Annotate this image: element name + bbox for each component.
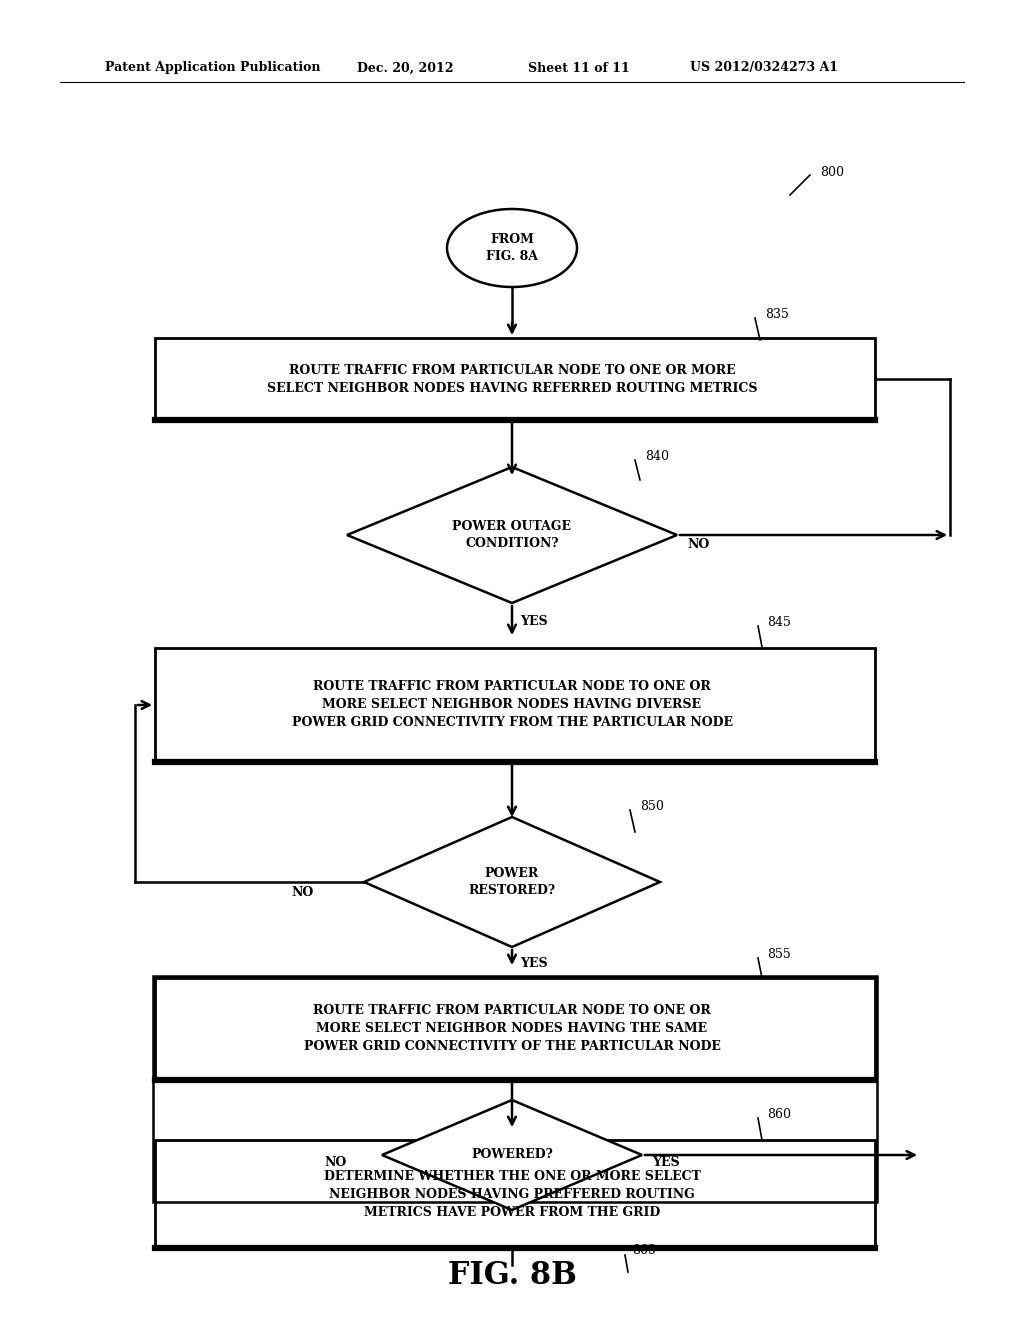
Text: 845: 845 bbox=[767, 615, 791, 628]
Text: YES: YES bbox=[520, 615, 548, 628]
Text: DETERMINE WHETHER THE ONE OR MORE SELECT
NEIGHBOR NODES HAVING PREFFERED ROUTING: DETERMINE WHETHER THE ONE OR MORE SELECT… bbox=[324, 1170, 700, 1218]
Text: Dec. 20, 2012: Dec. 20, 2012 bbox=[357, 62, 454, 74]
Text: ROUTE TRAFFIC FROM PARTICULAR NODE TO ONE OR
MORE SELECT NEIGHBOR NODES HAVING D: ROUTE TRAFFIC FROM PARTICULAR NODE TO ON… bbox=[292, 681, 732, 730]
Bar bbox=[155, 338, 874, 420]
Text: 835: 835 bbox=[765, 309, 788, 322]
Bar bbox=[155, 978, 874, 1080]
Bar bbox=[155, 648, 874, 762]
Bar bbox=[153, 975, 877, 1203]
Text: Sheet 11 of 11: Sheet 11 of 11 bbox=[528, 62, 630, 74]
Polygon shape bbox=[347, 467, 677, 603]
Text: ROUTE TRAFFIC FROM PARTICULAR NODE TO ONE OR
MORE SELECT NEIGHBOR NODES HAVING T: ROUTE TRAFFIC FROM PARTICULAR NODE TO ON… bbox=[303, 1005, 721, 1053]
Text: FIG. 8B: FIG. 8B bbox=[447, 1259, 577, 1291]
Polygon shape bbox=[364, 817, 660, 946]
Text: 850: 850 bbox=[640, 800, 664, 813]
Text: YES: YES bbox=[520, 957, 548, 970]
Text: US 2012/0324273 A1: US 2012/0324273 A1 bbox=[690, 62, 838, 74]
Text: NO: NO bbox=[292, 886, 314, 899]
Text: 840: 840 bbox=[645, 450, 669, 463]
Text: NO: NO bbox=[687, 539, 710, 552]
Text: POWER OUTAGE
CONDITION?: POWER OUTAGE CONDITION? bbox=[453, 520, 571, 550]
Text: 855: 855 bbox=[767, 948, 791, 961]
Text: 860: 860 bbox=[767, 1107, 791, 1121]
Polygon shape bbox=[382, 1100, 642, 1210]
Ellipse shape bbox=[447, 209, 577, 286]
Text: POWER
RESTORED?: POWER RESTORED? bbox=[469, 867, 555, 898]
Text: 865: 865 bbox=[632, 1243, 656, 1257]
Text: 800: 800 bbox=[820, 165, 844, 178]
Text: FROM
FIG. 8A: FROM FIG. 8A bbox=[486, 234, 538, 263]
Bar bbox=[155, 1140, 874, 1247]
Text: Patent Application Publication: Patent Application Publication bbox=[105, 62, 321, 74]
Text: NO: NO bbox=[325, 1156, 347, 1170]
Text: POWERED?: POWERED? bbox=[471, 1148, 553, 1162]
Text: ROUTE TRAFFIC FROM PARTICULAR NODE TO ONE OR MORE
SELECT NEIGHBOR NODES HAVING R: ROUTE TRAFFIC FROM PARTICULAR NODE TO ON… bbox=[266, 363, 758, 395]
Text: YES: YES bbox=[652, 1156, 680, 1170]
